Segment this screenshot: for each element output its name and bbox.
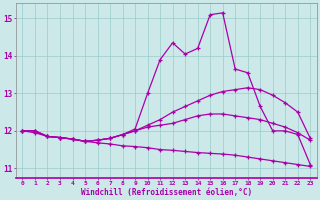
X-axis label: Windchill (Refroidissement éolien,°C): Windchill (Refroidissement éolien,°C) <box>81 188 252 197</box>
